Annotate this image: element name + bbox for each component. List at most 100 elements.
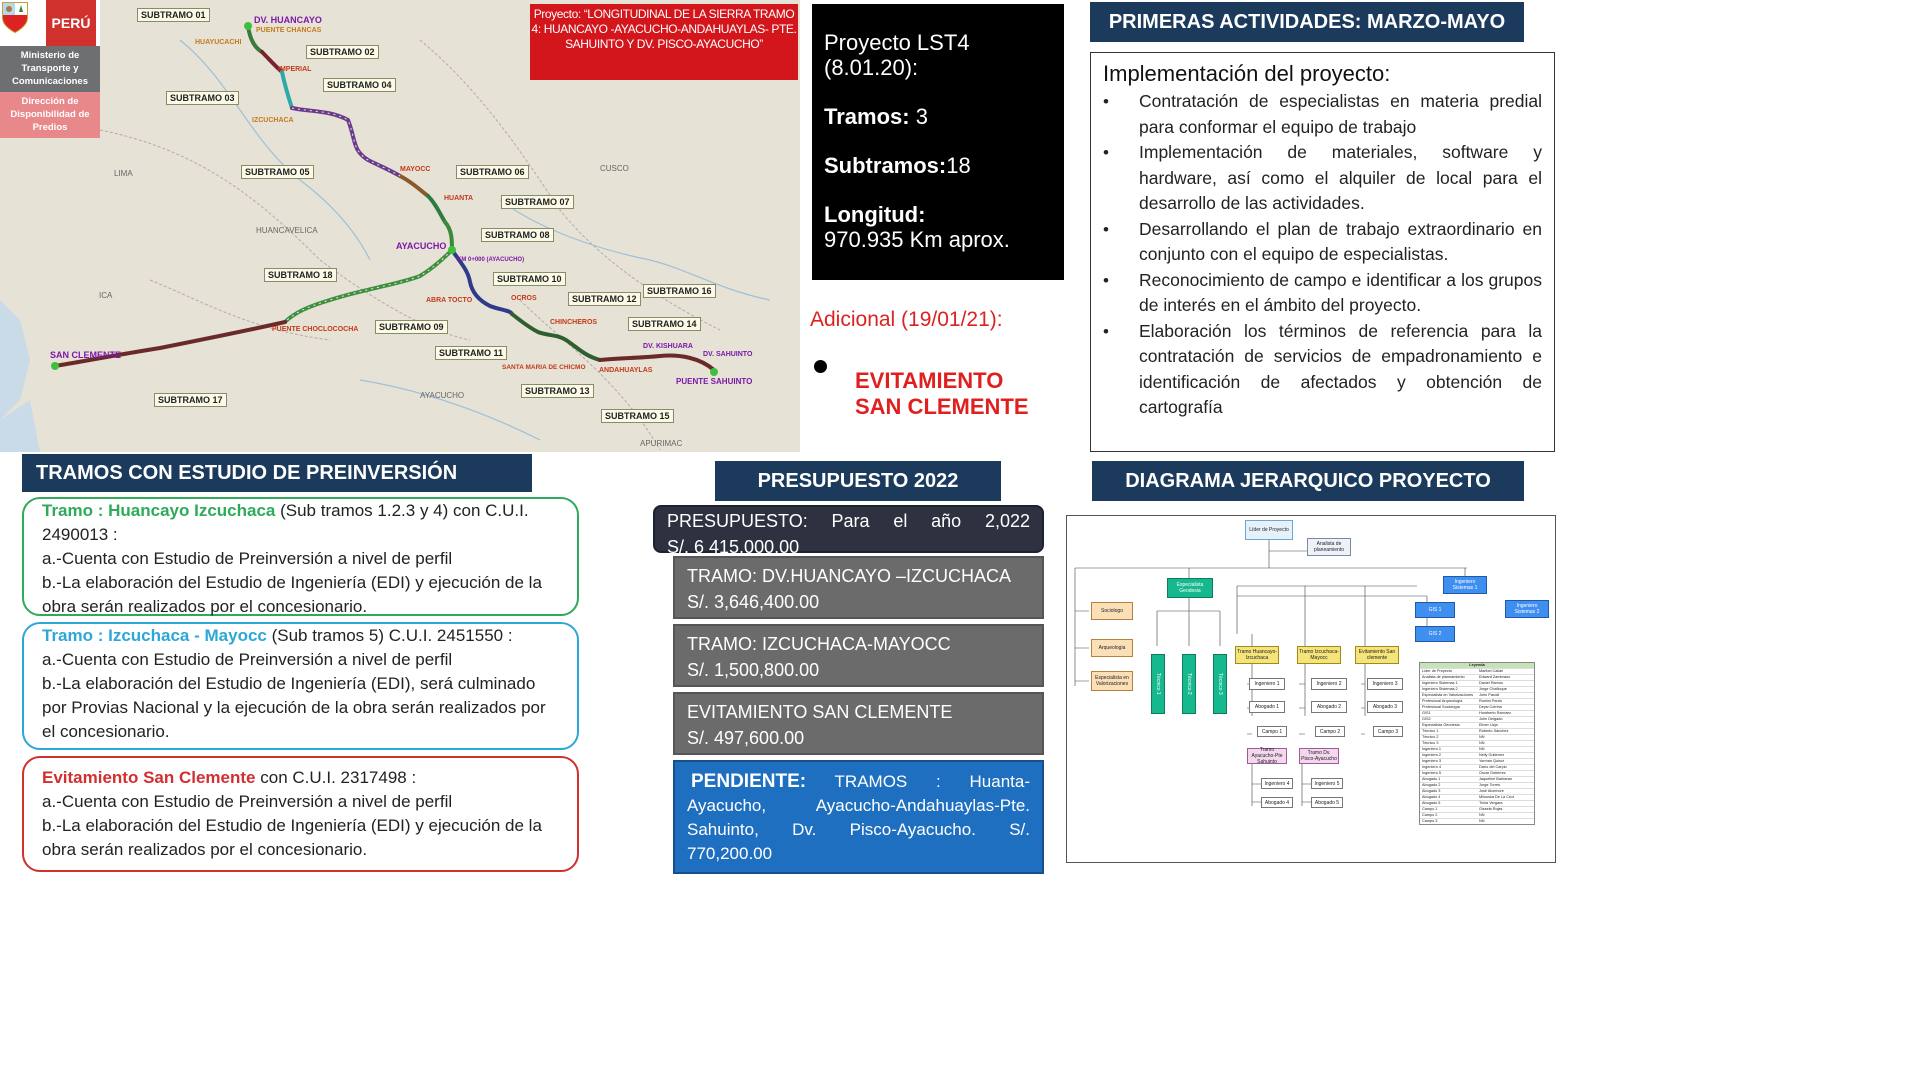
legend-row: Ingeniero 5 Oscar Gutierrez [1420, 770, 1534, 776]
subtramo-label: SUBTRAMO 15 [601, 409, 674, 423]
org-node: Analista de planeamiento [1307, 538, 1351, 556]
org-node: Tramo Ayacucho-Pte Sahuinto [1247, 747, 1287, 765]
org-node: Ingeniero 5 [1311, 778, 1343, 789]
org-node: Líder de Proyecto [1245, 520, 1293, 540]
legend-cell: Profesional Arqueología [1422, 699, 1463, 703]
legend-cell: Humberto Ramírez [1479, 711, 1512, 715]
list-item: Contratación de especialistas en materia… [1103, 89, 1542, 140]
legend-row: Especialista Geodesia Elmer Uzja [1420, 722, 1534, 728]
city-label: SAN CLEMENTE [50, 350, 122, 360]
summary-line1: Proyecto LST4 [824, 30, 970, 55]
legend-cell: Gissela Rojas [1479, 807, 1503, 811]
tramo-point-a: a.-Cuenta con Estudio de Preinversión a … [42, 792, 453, 811]
project-title: Proyecto: “LONGITUDINAL DE LA SIERRA TRA… [530, 4, 798, 80]
org-node: GIS 1 [1415, 602, 1455, 618]
legend-cell: Abogado 1 [1422, 777, 1441, 781]
tramo-card-izcuchaca: Tramo : Izcuchaca - Mayocc (Sub tramos 5… [22, 622, 579, 750]
org-node: Ingeniero Sistemas 1 [1443, 576, 1487, 594]
legend-cell: Campo 3 [1422, 819, 1438, 823]
subtramo-label: SUBTRAMO 03 [166, 91, 239, 105]
legend-cell: Analista de planeamiento [1422, 675, 1465, 679]
list-item: Implementación de materiales, software y… [1103, 140, 1542, 217]
ministry-label: Ministerio de Transporte y Comunicacione… [0, 46, 100, 92]
budget-item-amount: S/. 1,500,800.00 [687, 660, 820, 680]
legend-cell: Ingeniero Sistemas 1 [1422, 681, 1458, 685]
project-map: SUBTRAMO 01 SUBTRAMO 02 SUBTRAMO 03 SUBT… [0, 0, 800, 452]
subtramo-label: SUBTRAMO 17 [154, 393, 227, 407]
bullet-icon [814, 360, 827, 373]
org-node: Campo 2 [1315, 726, 1345, 737]
city-label: DV. HUANCAYO [254, 15, 322, 25]
legend-row: Especialista en Valorizaciones John Parod… [1420, 692, 1534, 698]
legend-row: Técnico 1 Roberto Sánchez [1420, 728, 1534, 734]
region-label: AYACUCHO [420, 391, 465, 400]
org-node: GIS 2 [1415, 626, 1455, 642]
org-node: Abogado 5 [1311, 797, 1343, 808]
subtramo-label: SUBTRAMO 10 [493, 272, 566, 286]
city-label: SANTA MARIA DE CHICMO [502, 364, 586, 371]
legend-row: Líder de Proyecto Maribel Callari [1420, 668, 1534, 674]
org-node: Evitamiento San clemente [1355, 646, 1399, 664]
legend-row: GIS2 John Delgado [1420, 716, 1534, 722]
legend-row: Abogado 3 José Alcemore [1420, 788, 1534, 794]
org-node: Técnico 3 [1213, 654, 1227, 714]
subtramo-label: SUBTRAMO 02 [306, 45, 379, 59]
city-label: DV. KISHUARA [643, 343, 693, 350]
org-chart: Líder de Proyecto Analista de planeamien… [1066, 515, 1556, 863]
city-label: PUENTE CHOCLOCOCHA [272, 326, 359, 333]
legend-cell: Darío del Carpio [1479, 765, 1507, 769]
org-node: Técnico 2 [1182, 654, 1196, 714]
tramos-header: TRAMOS CON ESTUDIO DE PREINVERSIÓN [22, 454, 532, 492]
actividades-header: PRIMERAS ACTIVIDADES: MARZO-MAYO [1090, 2, 1524, 42]
budget-item-label: EVITAMIENTO SAN CLEMENTE [687, 702, 953, 722]
pendiente-label: PENDIENTE: [691, 771, 807, 792]
org-node: Abogado 2 [1311, 701, 1347, 713]
city-label: AYACUCHO [396, 241, 447, 251]
legend-row: Ingeniero 2 Nelly Gutierrez [1420, 752, 1534, 758]
org-legend-table: Leyenda Líder de Proyecto Maribel Callari… [1419, 662, 1535, 825]
legend-row: Abogado 1 Jaqueline Barbaran [1420, 776, 1534, 782]
budget-item-amount: S/. 497,600.00 [687, 728, 805, 748]
subtramo-label: SUBTRAMO 14 [628, 317, 701, 331]
org-node: Especialista en Valorizaciones [1091, 671, 1133, 691]
legend-row: Campo 3 NN [1420, 818, 1534, 824]
legend-cell: Nelly Gutierrez [1479, 753, 1505, 757]
tramo-card-huancayo: Tramo : Huancayo Izcuchaca (Sub tramos 1… [22, 497, 579, 616]
subtramo-label: SUBTRAMO 12 [568, 292, 641, 306]
subtramo-label: SUBTRAMO 09 [375, 320, 448, 334]
presupuesto-total: PRESUPUESTO: Para el año 2,022 S/. 6 415… [653, 505, 1044, 557]
presupuesto-total-amount: S/. 6 415,000.00 [667, 537, 800, 557]
region-label: APURIMAC [640, 439, 683, 448]
org-chart-lines [1074, 538, 1467, 806]
tramo-heading: Tramo : Izcuchaca - Mayocc (Sub tramos 5… [42, 626, 513, 645]
legend-row: Abogado 2 Jorge Torres [1420, 782, 1534, 788]
org-node: Ingeniero Sistemas 2 [1505, 600, 1549, 618]
region-label: LIMA [114, 169, 133, 178]
org-node: Abogado 1 [1249, 701, 1285, 713]
legend-cell: GIS1 [1422, 711, 1431, 715]
legend-cell: NN [1479, 819, 1485, 823]
city-label: PUENTE SAHUINTO [676, 377, 753, 386]
tramo-card-san-clemente: Evitamiento San Clemente con C.U.I. 2317… [22, 756, 579, 872]
evitamiento-title: EVITAMIENTO SAN CLEMENTE [855, 368, 1029, 419]
budget-item: TRAMO: IZCUCHACA-MAYOCC S/. 1,500,800.00 [673, 624, 1044, 687]
legend-cell: John Delgado [1479, 717, 1503, 721]
legend-row: Ingeniero 4 Darío del Carpio [1420, 764, 1534, 770]
subtramo-label: SUBTRAMO 07 [501, 195, 574, 209]
legend-cell: Abogado 3 [1422, 789, 1441, 793]
city-label: HUANTA [444, 195, 474, 202]
budget-item-label: TRAMO: DV.HUANCAYO –IZCUCHACA [687, 566, 1012, 586]
tramo-point-b: b.-La elaboración del Estudio de Ingenie… [42, 573, 542, 616]
budget-item: TRAMO: DV.HUANCAYO –IZCUCHACA S/. 3,646,… [673, 556, 1044, 619]
region-label: ICA [99, 291, 113, 300]
legend-cell: Milouska De La Cruz [1479, 795, 1515, 799]
subtramos-label: Subtramos: [824, 153, 947, 178]
country-label: PERÚ [46, 0, 96, 46]
tramo-heading: Tramo : Huancayo Izcuchaca (Sub tramos 1… [42, 501, 529, 544]
legend-cell: Edward Zambrano [1479, 675, 1511, 679]
legend-cell: Jorge Torres [1479, 783, 1501, 787]
city-label: DV. SAHUINTO [703, 351, 753, 358]
org-node: Ingeniero 2 [1311, 678, 1347, 690]
project-summary-box: Proyecto LST4 (8.01.20): Tramos: 3 Subtr… [812, 4, 1064, 280]
subtramo-label: SUBTRAMO 13 [521, 384, 594, 398]
